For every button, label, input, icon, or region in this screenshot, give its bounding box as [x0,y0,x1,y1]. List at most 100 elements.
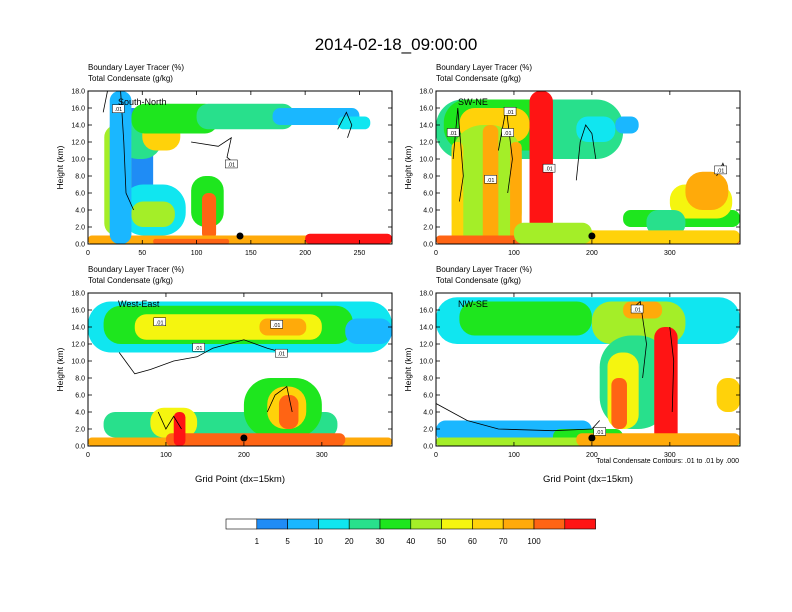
tracer-region [451,142,464,244]
tracer-region [153,238,230,244]
tracer-region [513,222,592,244]
y-tick-label: 10.0 [419,359,433,366]
y-tick-label: 6.0 [423,393,433,400]
condensate-contour [102,91,134,211]
y-tick-label: 2.0 [75,427,85,434]
y-tick-label: 0.0 [423,444,433,451]
contour-label: .01 [275,348,288,358]
location-marker [588,434,596,442]
contour-label-text: .01 [277,352,285,358]
y-tick-label: 6.0 [75,393,85,400]
panel-top-left: .01 .01 0 50 100 150 200 250 0.0 2.0 4.0 6.0 8.0 10.0… [55,63,393,257]
colorbar-swatch [318,518,350,530]
contour-label-text: .01 [717,168,725,174]
cross-section-label: NW-SE [458,299,488,309]
contour-label: .01 [225,159,238,168]
plot-frame [87,292,393,447]
tracer-field [88,91,392,244]
x-tick-label: 0 [434,452,438,459]
contour-label: .01 [503,107,517,116]
y-tick-label: 10.0 [71,359,85,366]
tracer-region [662,335,674,446]
y-tick-label: 12.0 [71,342,85,349]
colorbar-swatch [533,518,566,530]
y-tick-label: 14.0 [71,123,85,130]
y-tick-label: 16.0 [71,308,85,315]
tracer-region [611,378,627,429]
y-axis-label: Height (km) [55,145,65,189]
y-tick-label: 4.0 [75,208,85,215]
y-tick-label: 14.0 [419,123,433,130]
contour-label-text: .01 [195,346,203,352]
x-axis-label: Grid Point (dx=15km) [543,474,633,485]
x-tick-label: 100 [191,250,203,257]
y-tick-label: 12.0 [71,140,85,147]
tracer-field [436,297,740,446]
y-tick-label: 14.0 [71,325,85,332]
colorbar-swatch [287,518,319,530]
x-tick-label: 100 [508,452,520,459]
y-tick-label: 8.0 [423,174,433,181]
y-axis-label: Height (km) [403,145,413,189]
condensate-contour [575,124,597,181]
plot-frame [435,90,741,245]
plot-frame [435,292,741,447]
x-tick-label: 0 [434,250,438,257]
tracer-region [568,230,740,244]
y-tick-label: 4.0 [75,410,85,417]
x-tick-label: 200 [238,452,250,459]
colorbar-label: 20 [345,537,354,546]
y-tick-label: 18.0 [419,291,433,298]
cross-section-label: South-North [118,97,167,107]
y-tick-label: 0.0 [423,242,433,249]
colorbar-swatch [441,518,473,530]
left-title-tracer: Boundary Layer Tracer (%) [436,63,532,72]
colorbar-swatch [472,518,504,530]
contour-label-text: .01 [449,131,457,137]
location-marker [588,232,596,240]
left-title-tracer: Boundary Layer Tracer (%) [436,265,532,274]
condensate-contour [337,111,353,138]
colorbar-label: 10 [314,537,323,546]
y-tick-label: 0.0 [75,242,85,249]
colorbar-label: 50 [437,537,446,546]
y-tick-label: 8.0 [75,174,85,181]
tracer-region [337,116,371,130]
y-axis-label: Height (km) [55,347,65,391]
x-tick-label: 200 [299,250,311,257]
condensate-contour [669,326,675,413]
y-tick-label: 8.0 [423,376,433,383]
x-tick-label: 200 [586,452,598,459]
contour-label: .01 [714,165,727,174]
x-tick-label: 0 [86,250,90,257]
contour-label-text: .01 [504,131,512,137]
left-title-condensate: Total Condensate (g/kg) [436,74,521,83]
x-tick-label: 250 [354,250,366,257]
x-tick-label: 150 [245,250,257,257]
location-marker [236,232,244,240]
contour-label: .01 [270,320,283,329]
tracer-region [345,318,392,344]
tracer-region [272,108,360,125]
y-tick-label: 18.0 [71,89,85,96]
colorbar-label: 70 [499,537,508,546]
contour-label: .01 [484,175,497,184]
tracer-region [685,171,729,210]
condensate-contour [157,411,182,430]
cross-section-label: SW-NE [458,97,488,107]
tracer-region [646,210,686,236]
colorbar-swatch [256,518,288,530]
y-tick-label: 16.0 [419,106,433,113]
y-tick-label: 4.0 [423,208,433,215]
y-tick-label: 6.0 [423,191,433,198]
contour-label-text: .01 [156,320,164,326]
tracer-region [576,116,616,142]
contour-label-text: .01 [545,167,553,173]
contour-label-text: .01 [506,110,514,116]
left-title-condensate: Total Condensate (g/kg) [88,74,173,83]
colorbar-label: 1 [255,537,260,546]
contour-label: .01 [192,343,205,352]
plot-frame [87,90,393,245]
contour-label-text: .01 [487,178,495,184]
tracer-field [88,301,392,446]
